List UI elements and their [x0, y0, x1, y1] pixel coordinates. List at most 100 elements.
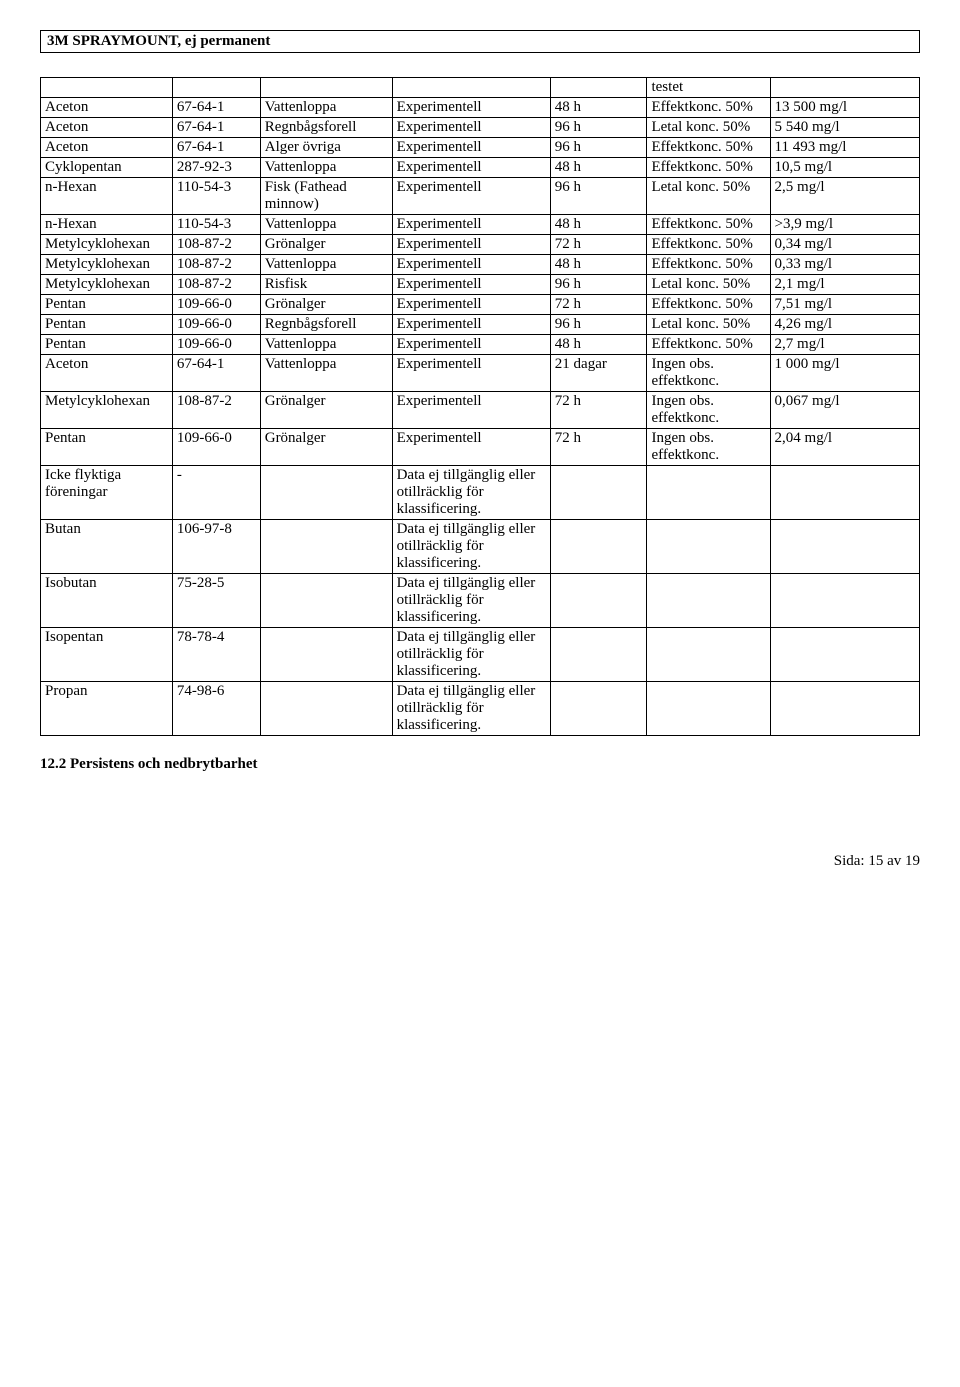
- table-cell: 0,067 mg/l: [770, 392, 919, 429]
- table-cell: Ingen obs. effektkonc.: [647, 429, 770, 466]
- table-cell: Letal konc. 50%: [647, 118, 770, 138]
- table-cell: Metylcyklohexan: [41, 255, 173, 275]
- table-cell: Propan: [41, 682, 173, 736]
- table-cell: 67-64-1: [172, 118, 260, 138]
- table-cell: [260, 628, 392, 682]
- table-cell: 110-54-3: [172, 178, 260, 215]
- table-cell: [260, 574, 392, 628]
- table-cell: Isopentan: [41, 628, 173, 682]
- table-cell: Experimentell: [392, 335, 550, 355]
- page-footer: Sida: 15 av 19: [40, 853, 920, 870]
- table-cell: 96 h: [550, 315, 647, 335]
- table-cell: Effektkonc. 50%: [647, 235, 770, 255]
- table-cell: Data ej tillgänglig eller otillräcklig f…: [392, 466, 550, 520]
- table-cell: [770, 520, 919, 574]
- table-cell: Ingen obs. effektkonc.: [647, 355, 770, 392]
- table-row: Aceton67-64-1Alger övrigaExperimentell96…: [41, 138, 920, 158]
- table-cell: 72 h: [550, 295, 647, 315]
- table-cell: [647, 682, 770, 736]
- data-table: testet Aceton67-64-1VattenloppaExperiment…: [40, 77, 920, 736]
- table-row: Pentan109-66-0GrönalgerExperimentell72 h…: [41, 429, 920, 466]
- table-cell: Experimentell: [392, 429, 550, 466]
- table-cell: Isobutan: [41, 574, 173, 628]
- table-row: Butan106-97-8Data ej tillgänglig eller o…: [41, 520, 920, 574]
- table-cell: [550, 574, 647, 628]
- table-cell: 2,04 mg/l: [770, 429, 919, 466]
- table-cell: Alger övriga: [260, 138, 392, 158]
- table-cell: >3,9 mg/l: [770, 215, 919, 235]
- table-cell: 48 h: [550, 158, 647, 178]
- table-cell: 109-66-0: [172, 335, 260, 355]
- table-row: Metylcyklohexan108-87-2RisfiskExperiment…: [41, 275, 920, 295]
- table-cell: 72 h: [550, 235, 647, 255]
- table-cell: Ingen obs. effektkonc.: [647, 392, 770, 429]
- table-cell: Experimentell: [392, 215, 550, 235]
- table-row: n-Hexan110-54-3Fisk (Fathead minnow)Expe…: [41, 178, 920, 215]
- table-cell: 2,7 mg/l: [770, 335, 919, 355]
- table-cell: Letal konc. 50%: [647, 275, 770, 295]
- table-cell: [770, 574, 919, 628]
- table-cell: Letal konc. 50%: [647, 178, 770, 215]
- table-cell: Pentan: [41, 295, 173, 315]
- table-cell: [260, 78, 392, 98]
- table-row: Metylcyklohexan108-87-2GrönalgerExperime…: [41, 392, 920, 429]
- table-cell: 110-54-3: [172, 215, 260, 235]
- table-cell: Data ej tillgänglig eller otillräcklig f…: [392, 682, 550, 736]
- table-row: Propan74-98-6Data ej tillgänglig eller o…: [41, 682, 920, 736]
- table-cell: 96 h: [550, 275, 647, 295]
- table-cell: 0,33 mg/l: [770, 255, 919, 275]
- table-cell: Vattenloppa: [260, 335, 392, 355]
- table-cell: 72 h: [550, 429, 647, 466]
- table-cell: 21 dagar: [550, 355, 647, 392]
- table-cell: [770, 628, 919, 682]
- table-cell: Metylcyklohexan: [41, 235, 173, 255]
- table-cell: 108-87-2: [172, 235, 260, 255]
- table-row: Aceton67-64-1VattenloppaExperimentell21 …: [41, 355, 920, 392]
- table-cell: 67-64-1: [172, 355, 260, 392]
- table-cell: Vattenloppa: [260, 255, 392, 275]
- table-cell: 72 h: [550, 392, 647, 429]
- table-cell: 2,5 mg/l: [770, 178, 919, 215]
- table-cell: Metylcyklohexan: [41, 275, 173, 295]
- table-cell: 108-87-2: [172, 392, 260, 429]
- table-cell: [550, 628, 647, 682]
- table-cell: Experimentell: [392, 235, 550, 255]
- table-cell: Grönalger: [260, 295, 392, 315]
- table-cell: 10,5 mg/l: [770, 158, 919, 178]
- table-cell: Effektkonc. 50%: [647, 215, 770, 235]
- table-cell: 1 000 mg/l: [770, 355, 919, 392]
- table-cell: 48 h: [550, 335, 647, 355]
- table-cell: testet: [647, 78, 770, 98]
- table-cell: Effektkonc. 50%: [647, 138, 770, 158]
- table-cell: 4,26 mg/l: [770, 315, 919, 335]
- table-cell: 5 540 mg/l: [770, 118, 919, 138]
- table-cell: Experimentell: [392, 295, 550, 315]
- table-cell: Pentan: [41, 315, 173, 335]
- table-row: Aceton67-64-1RegnbågsforellExperimentell…: [41, 118, 920, 138]
- table-cell: [392, 78, 550, 98]
- table-row: Isopentan78-78-4Data ej tillgänglig elle…: [41, 628, 920, 682]
- table-row: Isobutan75-28-5Data ej tillgänglig eller…: [41, 574, 920, 628]
- table-cell: 48 h: [550, 255, 647, 275]
- table-cell: Experimentell: [392, 275, 550, 295]
- table-cell: Experimentell: [392, 98, 550, 118]
- table-cell: Effektkonc. 50%: [647, 335, 770, 355]
- table-row: Pentan109-66-0GrönalgerExperimentell72 h…: [41, 295, 920, 315]
- table-cell: -: [172, 466, 260, 520]
- table-cell: [647, 628, 770, 682]
- table-cell: Experimentell: [392, 392, 550, 429]
- table-cell: [647, 466, 770, 520]
- table-cell: [647, 520, 770, 574]
- table-row: Metylcyklohexan108-87-2GrönalgerExperime…: [41, 235, 920, 255]
- document-title: 3M SPRAYMOUNT, ej permanent: [40, 30, 920, 53]
- table-cell: [550, 520, 647, 574]
- table-cell: Metylcyklohexan: [41, 392, 173, 429]
- table-cell: Grönalger: [260, 429, 392, 466]
- table-cell: [770, 682, 919, 736]
- table-cell: Vattenloppa: [260, 215, 392, 235]
- table-cell: 287-92-3: [172, 158, 260, 178]
- table-row: Icke flyktiga föreningar-Data ej tillgän…: [41, 466, 920, 520]
- table-cell: Experimentell: [392, 355, 550, 392]
- table-cell: Data ej tillgänglig eller otillräcklig f…: [392, 574, 550, 628]
- table-cell: [770, 78, 919, 98]
